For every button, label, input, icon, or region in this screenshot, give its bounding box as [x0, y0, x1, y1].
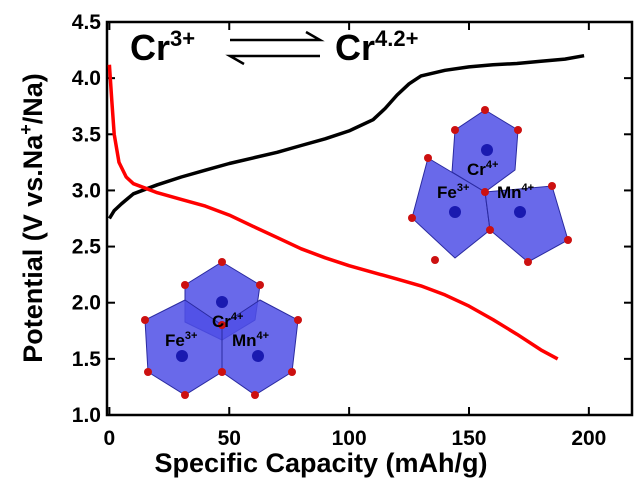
y-axis-title: Potential (V vs.Na+/Na) — [16, 73, 48, 363]
reaction-sup: 4.2+ — [375, 26, 418, 51]
ion-text: Mn — [232, 331, 257, 350]
x-tick-label: 0 — [104, 427, 116, 450]
y-tick-label: 4.5 — [72, 11, 102, 34]
y-tick-label: 3.5 — [72, 123, 102, 146]
reaction-label: Cr4.2+ — [335, 26, 418, 68]
reaction-label: Cr3+ — [130, 26, 195, 68]
x-tick-label: 50 — [218, 427, 241, 450]
ion-sup: 4+ — [522, 182, 535, 194]
equilibrium-arrow — [230, 32, 320, 64]
y-tick-label: 2.5 — [72, 236, 102, 259]
x-axis-title: Specific Capacity (mAh/g) — [154, 448, 487, 478]
crystal-inset — [408, 106, 572, 266]
ion-text: Mn — [497, 183, 522, 202]
y-title-sup: + — [16, 124, 36, 135]
chart: Cr3+ Cr4.2+ Specific Capacity (mAh/g) Po… — [0, 0, 637, 498]
x-tick-label: 100 — [332, 427, 367, 450]
reaction-sup: 3+ — [170, 26, 195, 51]
y-tick-label: 2.0 — [72, 292, 101, 315]
x-tick-label: 150 — [451, 427, 486, 450]
ion-text: Fe — [437, 183, 457, 202]
y-tick-label: 1.5 — [72, 348, 102, 371]
y-title-text: Potential (V vs.Na — [18, 134, 48, 363]
y-tick-label: 3.0 — [72, 179, 101, 202]
reaction-text: Cr — [130, 27, 170, 68]
y-title-tail: /Na) — [18, 73, 48, 124]
y-tick-label: 1.0 — [72, 404, 101, 427]
ion-text: Fe — [165, 331, 185, 350]
ion-sup: 4+ — [231, 311, 244, 323]
ion-sup: 4+ — [257, 330, 270, 342]
ion-text: Cr — [467, 160, 486, 179]
ion-sup: 4+ — [486, 159, 499, 171]
ion-text: Cr — [212, 312, 231, 331]
ion-sup: 3+ — [457, 182, 470, 194]
x-tick-label: 200 — [571, 427, 606, 450]
ion-sup: 3+ — [185, 330, 198, 342]
y-tick-label: 4.0 — [72, 67, 101, 90]
reaction-text: Cr — [335, 27, 375, 68]
